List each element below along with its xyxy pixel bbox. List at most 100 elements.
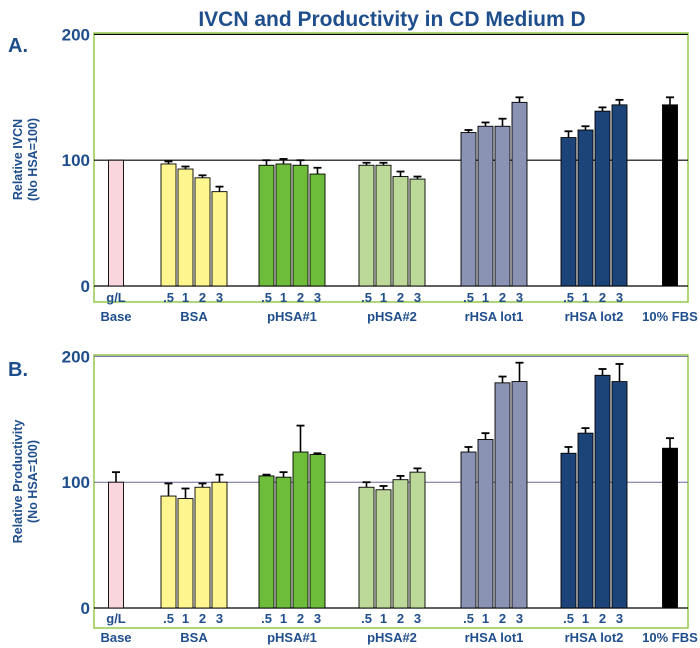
bar-category-label: .5 [261, 611, 272, 626]
bar-category-label: 1 [482, 611, 489, 626]
group-label: BSA [180, 630, 208, 645]
bar [309, 454, 326, 609]
y-axis-label: Relative Productivity (No HSA=100) [11, 420, 40, 544]
bar [460, 132, 477, 287]
bar [275, 163, 292, 287]
bar-category-label: 2 [297, 290, 304, 305]
bar [292, 451, 309, 609]
y-tick-label: 100 [62, 151, 90, 170]
panels: 0 100 200 A. Relative IVCN (No HSA=100) g/L Bas… [8, 25, 698, 645]
bar [494, 125, 511, 287]
group-label: Base [100, 630, 131, 645]
group-label: pHSA#1 [267, 630, 317, 645]
bar [177, 498, 194, 609]
bar [477, 438, 494, 609]
group-label: rHSA lot1 [465, 309, 524, 324]
bar-category-label: 2 [199, 290, 206, 305]
bar [494, 382, 511, 609]
bar-category-label: 2 [599, 611, 606, 626]
group-label: rHSA lot2 [565, 630, 624, 645]
group-label: BSA [180, 309, 208, 324]
panel-label: A. [8, 35, 28, 57]
bar-category-label: 1 [380, 290, 387, 305]
bar-category-label: 3 [516, 611, 523, 626]
bar [160, 163, 177, 287]
bar-category-label: .5 [163, 611, 174, 626]
bar [160, 495, 177, 609]
group-label: 10% FBS [642, 630, 698, 645]
bar [594, 110, 611, 287]
bar [662, 104, 678, 287]
bar [177, 168, 194, 287]
bar-category-label: 2 [599, 290, 606, 305]
bar-category-label: 2 [297, 611, 304, 626]
bar-category-label: .5 [163, 290, 174, 305]
bar [560, 452, 577, 609]
bar-category-label: 1 [280, 290, 287, 305]
y-tick-label: 100 [62, 473, 90, 492]
bar-category-label: 2 [397, 290, 404, 305]
bar-category-label: 1 [482, 290, 489, 305]
bar [511, 381, 528, 609]
y-axis-label: Relative IVCN (No HSA=100) [11, 118, 40, 201]
bar [194, 486, 211, 609]
y-tick-label: 200 [62, 25, 90, 44]
bar [292, 164, 309, 287]
bar [108, 159, 124, 287]
bar [392, 479, 409, 609]
bar-category-label: 3 [616, 290, 623, 305]
bar-category-label: 1 [182, 290, 189, 305]
y-axis-label-line2: (No HSA=100) [26, 118, 40, 201]
bar-category-label: 3 [414, 611, 421, 626]
bar-category-label: 1 [582, 290, 589, 305]
bar [477, 125, 494, 287]
group-label: rHSA lot2 [565, 309, 624, 324]
group-label: Base [100, 309, 131, 324]
bar [375, 164, 392, 287]
bar [258, 475, 275, 609]
y-axis-label-line1: Relative Productivity [11, 420, 25, 544]
y-tick-label: 200 [62, 347, 90, 366]
bar [392, 176, 409, 287]
bar [511, 101, 528, 287]
bar [594, 374, 611, 609]
y-tick-label: 0 [81, 277, 90, 296]
bar-category-label: 1 [280, 611, 287, 626]
group-label: pHSA#2 [367, 630, 417, 645]
bar [358, 486, 375, 609]
bar-category-label: .5 [463, 290, 474, 305]
bar [409, 178, 426, 287]
bar-category-label: .5 [361, 611, 372, 626]
bar [577, 432, 594, 609]
bar-category-label: .5 [361, 290, 372, 305]
bar-category-label: 3 [314, 611, 321, 626]
panel-label: B. [8, 359, 28, 381]
bar [194, 177, 211, 287]
bar [375, 489, 392, 609]
bar-category-label: 2 [397, 611, 404, 626]
bar [275, 476, 292, 609]
bar-category-label: 3 [516, 290, 523, 305]
bar [258, 164, 275, 287]
group-label: 10% FBS [642, 309, 698, 324]
bar-category-label: .5 [261, 290, 272, 305]
bar [309, 173, 326, 287]
bar [211, 191, 228, 287]
group-label: rHSA lot1 [465, 630, 524, 645]
bar-category-label: 1 [182, 611, 189, 626]
bar-category-label: 3 [216, 611, 223, 626]
bar [409, 471, 426, 609]
chart-panel-b: 0 100 200 B. Relative Productivity (No HSA=10… [8, 347, 698, 645]
bar [108, 481, 124, 609]
plot-frame [93, 32, 689, 303]
plot-frame [93, 354, 689, 629]
bar-category-label: 3 [414, 290, 421, 305]
group-unit-label: g/L [106, 290, 126, 305]
y-tick-label: 0 [81, 599, 90, 618]
group-label: pHSA#1 [267, 309, 317, 324]
bar-category-label: .5 [563, 611, 574, 626]
bar-category-label: .5 [563, 290, 574, 305]
bar [611, 381, 628, 609]
figure-title: IVCN and Productivity in CD Medium D [198, 8, 585, 31]
